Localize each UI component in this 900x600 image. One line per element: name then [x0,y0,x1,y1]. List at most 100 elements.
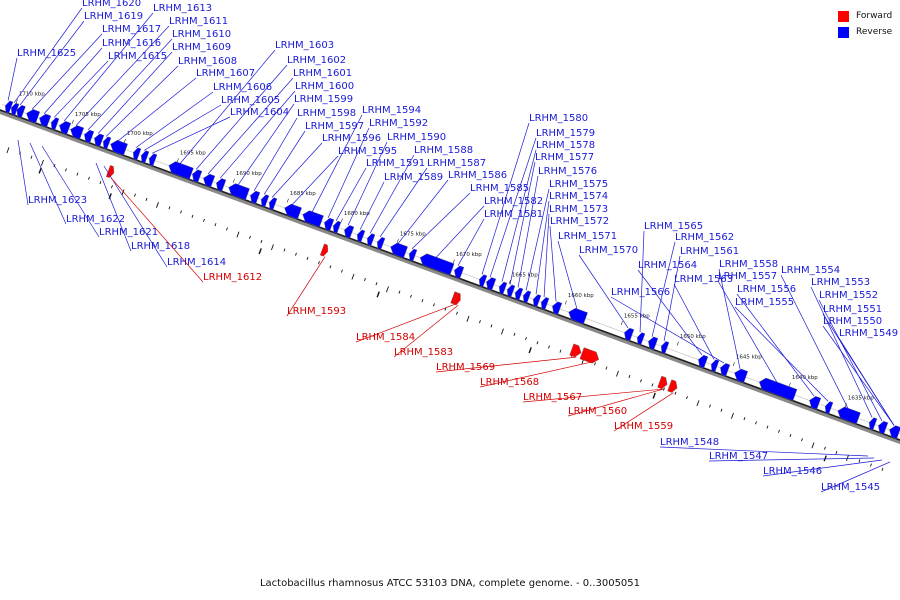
minor-tick [811,442,815,449]
minor-tick [385,286,389,293]
minor-tick [329,265,332,269]
reverse-gene-label: LRHM_1591 [366,158,425,169]
reverse-gene-arrow [203,173,216,188]
reverse-gene-arrow [149,153,158,167]
legend-reverse: Reverse [838,24,898,40]
reverse-gene-arrow [367,233,376,247]
reverse-gene-label: LRHM_1551 [823,304,882,315]
minor-tick [559,349,562,353]
major-tick [823,455,827,462]
reverse-gene-arrow [250,190,261,205]
reverse-gene-arrow [698,355,709,369]
minor-tick [155,202,159,208]
gene-leader-line [663,255,681,342]
gene-leader-line [95,162,132,252]
gene-leader-line [838,337,895,426]
scale-tick-label: 1700 kbp [127,131,153,137]
minor-tick [743,417,746,421]
minor-tick [30,155,33,159]
minor-tick [755,421,757,425]
minor-tick [870,463,872,467]
gene-leader-line [207,77,294,175]
reverse-gene-arrow [419,253,455,276]
reverse-swatch [838,26,849,38]
reverse-gene-arrow [51,117,60,131]
reverse-gene-label: LRHM_1552 [819,290,878,301]
reverse-gene-label: LRHM_1610 [172,29,231,40]
reverse-gene-label: LRHM_1601 [293,68,352,79]
reverse-gene-label: LRHM_1581 [484,209,543,220]
reverse-gene-label: LRHM_1571 [558,231,617,242]
gene-leader-line [659,446,869,457]
scale-tick-label: 1680 kbp [344,211,370,217]
scale-tick [452,259,455,264]
reverse-gene-arrow [486,277,497,291]
reverse-gene-arrow [302,210,324,228]
reverse-gene-arrow [541,297,550,311]
reverse-gene-label: LRHM_1611 [169,16,228,27]
gene-leader-line [435,205,485,258]
forward-swatch [838,10,849,22]
forward-gene-label: LRHM_1568 [480,377,539,388]
reverse-gene-label: LRHM_1590 [387,132,446,143]
minor-tick [881,467,884,471]
reverse-gene-label: LRHM_1619 [84,11,143,22]
gene-leader-line [411,192,471,249]
gene-leader-line [637,269,703,356]
gene-leader-line [567,388,664,417]
forward-gene-label: LRHM_1560 [568,406,627,417]
minor-tick [121,189,125,196]
minor-tick [134,193,136,197]
gene-leader-line [481,122,530,275]
gene-leader-line [543,213,550,298]
gene-leader-line [369,154,415,234]
reverse-gene-label: LRHM_1554 [781,265,840,276]
reverse-gene-label: LRHM_1596 [322,133,381,144]
reverse-gene-label: LRHM_1609 [172,42,231,53]
reverse-gene-label: LRHM_1563 [674,274,733,285]
gene-leader-line [291,155,339,205]
reverse-gene-arrow [637,332,646,346]
gene-leader-line [762,459,883,477]
gene-leader-line [509,161,536,285]
reverse-gene-arrow [357,229,366,243]
reverse-gene-label: LRHM_1594 [362,105,421,116]
scale-tick [396,238,399,243]
scale-tick [676,341,679,346]
reverse-gene-arrow [759,377,798,401]
reverse-gene-arrow [103,136,112,150]
gene-leader-line [110,177,204,283]
major-tick [108,193,112,200]
gene-leader-line [822,325,895,426]
gene-leader-line [393,305,459,358]
reverse-gene-arrow [192,169,203,183]
reverse-gene-arrow [94,133,105,147]
gene-leader-line [335,167,367,222]
forward-gene-label: LRHM_1567 [523,392,582,403]
scale-tick [232,178,235,183]
reverse-gene-label: LRHM_1574 [549,191,608,202]
minor-tick [845,455,849,461]
reverse-gene-arrow [552,301,563,315]
reverse-gene-label: LRHM_1580 [529,113,588,124]
minor-tick [766,425,769,429]
minor-tick [433,303,435,307]
gene-leader-line [271,142,323,198]
minor-tick [40,159,44,166]
gene-leader-line [286,256,326,317]
reverse-gene-label: LRHM_1618 [131,241,190,252]
reverse-gene-label: LRHM_1561 [680,246,739,257]
minor-tick [249,235,251,239]
gene-leader-line [135,91,214,148]
minor-tick [270,244,274,251]
gene-leader-line [53,60,109,118]
gene-leader-line [151,116,231,154]
reverse-gene-label: LRHM_1579 [536,128,595,139]
gene-leader-line [718,268,741,370]
forward-gene-arrow [657,375,668,390]
reverse-gene-arrow [568,307,588,325]
minor-tick [203,218,205,223]
reverse-gene-label: LRHM_1623 [28,195,87,206]
minor-tick [789,433,792,438]
reverse-gene-arrow [624,327,635,342]
